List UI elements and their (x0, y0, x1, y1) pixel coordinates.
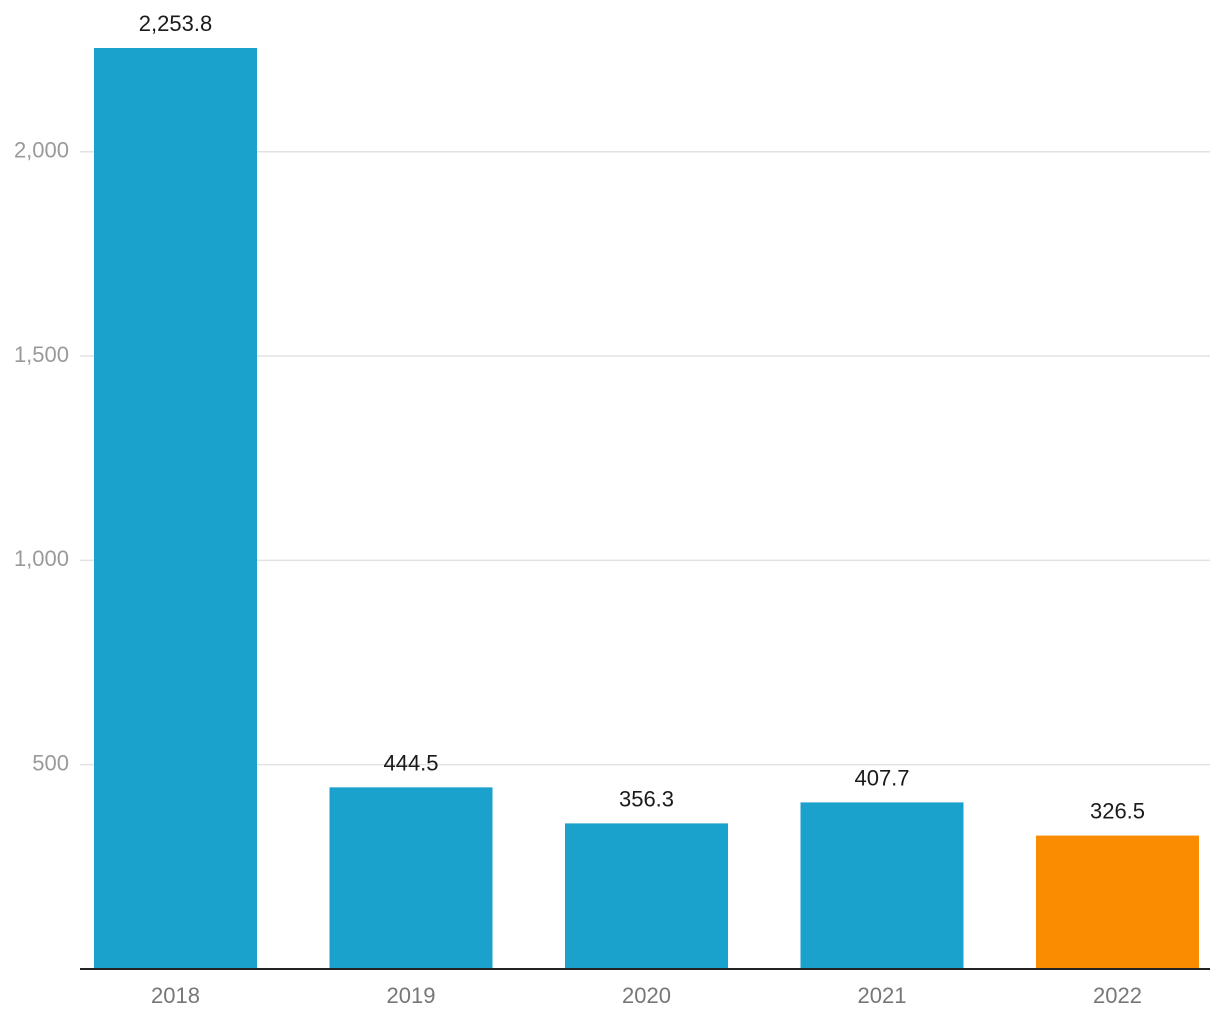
bar-2022 (1036, 835, 1199, 969)
data-label: 444.5 (383, 750, 438, 775)
data-label: 356.3 (619, 786, 674, 811)
y-tick-label: 500 (32, 750, 69, 775)
x-tick-label: 2020 (622, 983, 671, 1008)
data-label: 326.5 (1090, 799, 1145, 824)
gridlines (80, 150, 1210, 766)
bar-2018 (94, 48, 257, 969)
x-tick-label: 2022 (1093, 983, 1142, 1008)
y-tick-label: 1,500 (14, 342, 69, 367)
x-tick-label: 2019 (387, 983, 436, 1008)
data-label: 407.7 (854, 765, 909, 790)
x-axis-tick-labels: 2018 2019 2020 2021 2022 (151, 983, 1142, 1008)
bar-2020 (565, 823, 728, 969)
y-tick-label: 2,000 (14, 138, 69, 163)
y-axis-tick-labels: 500 1,000 1,500 2,000 (14, 138, 69, 776)
x-tick-label: 2018 (151, 983, 200, 1008)
data-labels: 2,253.8 444.5 356.3 407.7 326.5 (139, 11, 1145, 824)
bars (94, 48, 1199, 969)
data-label: 2,253.8 (139, 11, 212, 36)
bar-2019 (329, 787, 493, 969)
x-tick-label: 2021 (858, 983, 907, 1008)
bar-2021 (800, 802, 964, 969)
y-tick-label: 1,000 (14, 546, 69, 571)
